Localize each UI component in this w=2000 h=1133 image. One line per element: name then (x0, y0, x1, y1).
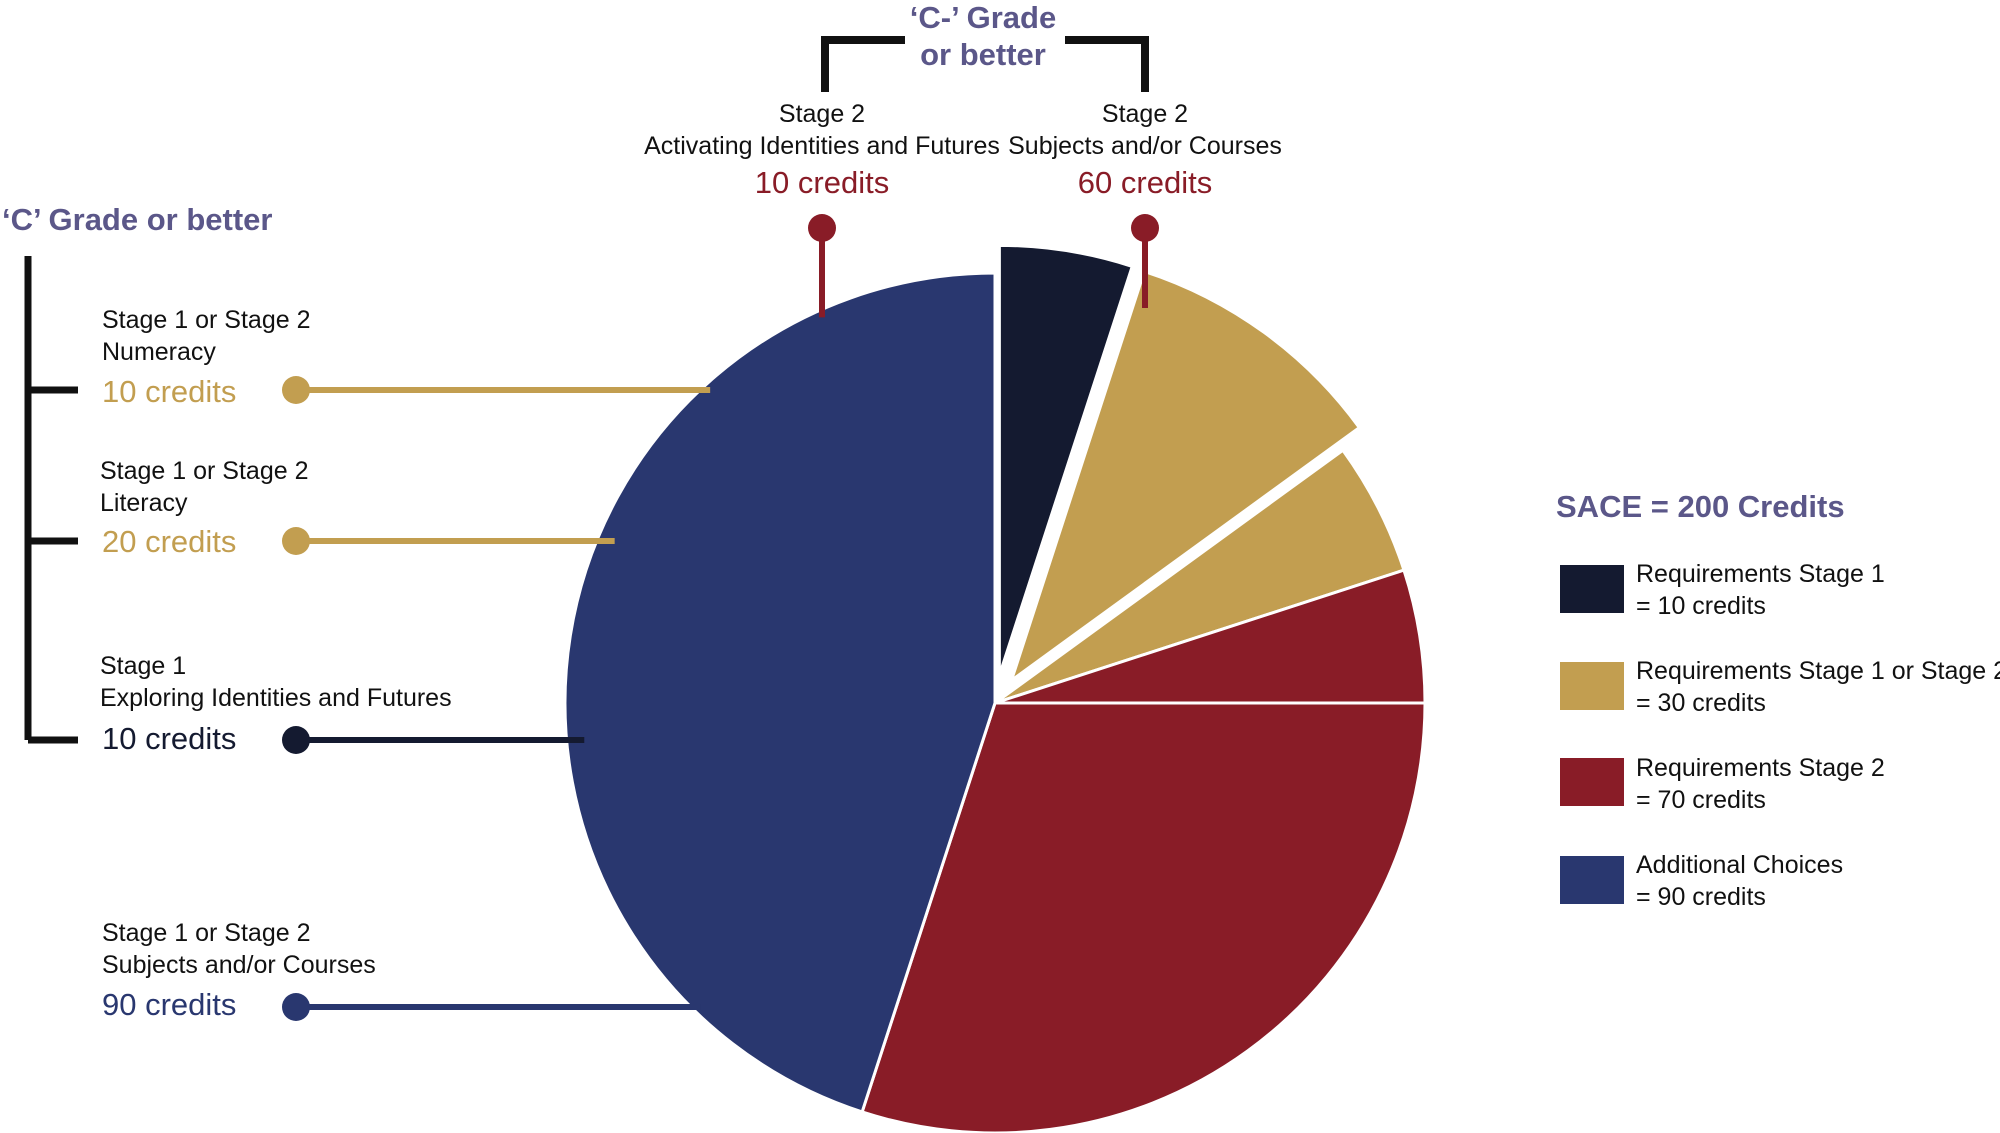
label-numeracy-line1: Stage 1 or Stage 2 (102, 306, 310, 334)
legend-label-line2: = 10 credits (1636, 592, 1766, 620)
label-subjects-s1s2-credits: 90 credits (102, 987, 236, 1022)
legend-item: Requirements Stage 2 = 70 credits (1560, 754, 1885, 814)
legend-title: SACE = 200 Credits (1556, 489, 1845, 524)
label-exploring: Stage 1 Exploring Identities and Futures… (100, 652, 452, 756)
label-subjects-s1s2-line2: Subjects and/or Courses (102, 951, 376, 979)
c-grade-title: ‘C’ Grade or better (2, 202, 272, 237)
label-subjects-s1s2-line1: Stage 1 or Stage 2 (102, 919, 310, 947)
legend-item: Requirements Stage 1 or Stage 2 = 30 cre… (1560, 657, 2000, 717)
legend-swatch (1560, 856, 1624, 904)
legend-label-line1: Requirements Stage 1 (1636, 560, 1885, 588)
pie-slice-exploring (997, 243, 1135, 676)
pie-slice-literacy (1008, 269, 1362, 685)
label-exploring-credits: 10 credits (102, 721, 236, 756)
legend-label-line1: Requirements Stage 1 or Stage 2 (1636, 657, 2000, 685)
label-literacy-line1: Stage 1 or Stage 2 (100, 457, 308, 485)
label-activating: Stage 2 Activating Identities and Future… (644, 100, 1000, 200)
legend-label-line2: = 30 credits (1636, 689, 1766, 717)
c-minus-grade-bracket: ‘C-’ Grade or better (821, 0, 1149, 92)
leader-dot-exploring (282, 726, 310, 754)
label-activating-credits: 10 credits (755, 165, 889, 200)
label-exploring-line1: Stage 1 (100, 652, 186, 680)
label-subjects-s2: Stage 2 Subjects and/or Courses 60 credi… (1008, 100, 1282, 200)
label-numeracy-line2: Numeracy (102, 338, 216, 366)
label-activating-line1: Stage 2 (779, 100, 865, 128)
c-grade-bracket: ‘C’ Grade or better (2, 202, 272, 744)
legend-item: Requirements Stage 1 = 10 credits (1560, 560, 1885, 620)
leader-dot-subjects_s1s2 (282, 993, 310, 1021)
label-literacy: Stage 1 or Stage 2 Literacy 20 credits (100, 457, 308, 559)
legend-swatch (1560, 565, 1624, 613)
pie (563, 243, 1427, 1133)
legend-label-line1: Additional Choices (1636, 851, 1843, 879)
legend-label-line2: = 90 credits (1636, 883, 1766, 911)
pie-slice-activating (994, 568, 1427, 705)
legend-swatch (1560, 662, 1624, 710)
legend-item: Additional Choices = 90 credits (1560, 851, 1843, 911)
pie-slice-subjects_s2 (860, 701, 1427, 1133)
leader-dot-subjects_s2 (1131, 214, 1159, 242)
leader-dot-literacy (282, 527, 310, 555)
leader-dot-numeracy (282, 376, 310, 404)
label-literacy-line2: Literacy (100, 489, 188, 517)
legend: SACE = 200 Credits Requirements Stage 1 … (1556, 489, 2000, 911)
c-grade-bracket-ticks (28, 386, 78, 744)
label-subjects-s2-line2: Subjects and/or Courses (1008, 132, 1282, 160)
label-subjects-s2-credits: 60 credits (1078, 165, 1212, 200)
label-numeracy: Stage 1 or Stage 2 Numeracy 10 credits (102, 306, 310, 409)
label-activating-line2: Activating Identities and Futures (644, 132, 1000, 160)
legend-label-line2: = 70 credits (1636, 786, 1766, 814)
c-minus-grade-line1: ‘C-’ Grade (910, 0, 1056, 35)
c-minus-grade-line2: or better (920, 37, 1046, 72)
label-subjects-s2-line1: Stage 2 (1102, 100, 1188, 128)
label-exploring-line2: Exploring Identities and Futures (100, 684, 452, 712)
leader-lines (282, 214, 1159, 1021)
leader-dot-activating (808, 214, 836, 242)
legend-swatch (1560, 758, 1624, 806)
c-minus-bracket-right (1065, 36, 1149, 92)
c-minus-bracket-left (821, 36, 905, 92)
label-subjects-s1s2: Stage 1 or Stage 2 Subjects and/or Cours… (102, 919, 376, 1022)
legend-label-line1: Requirements Stage 2 (1636, 754, 1885, 782)
label-numeracy-credits: 10 credits (102, 374, 236, 409)
label-literacy-credits: 20 credits (102, 524, 236, 559)
